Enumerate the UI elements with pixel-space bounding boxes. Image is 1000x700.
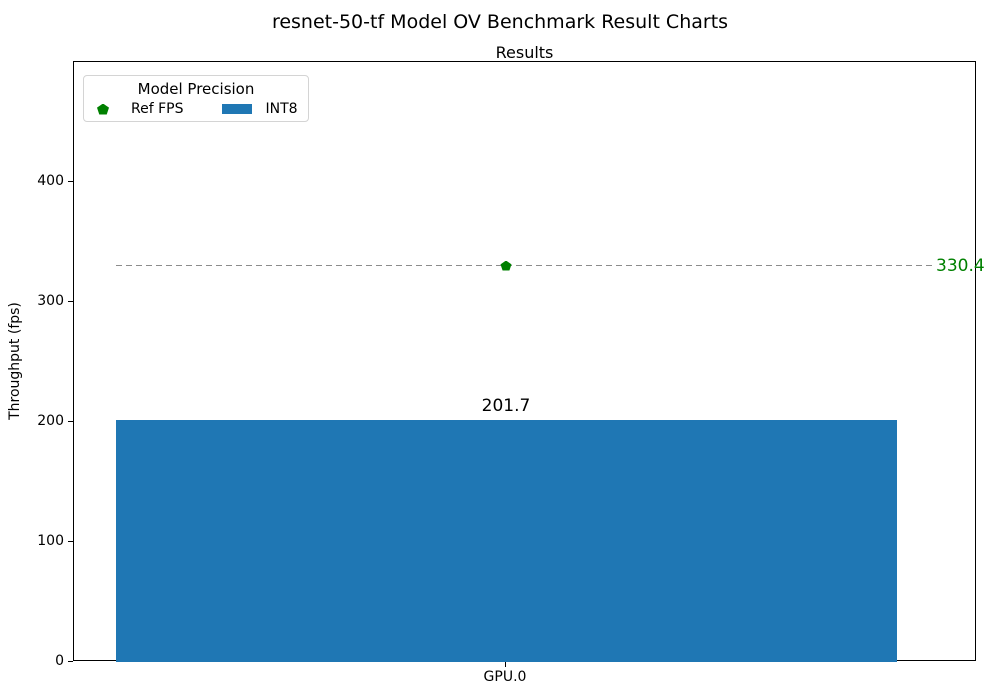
legend-row: Ref FPS INT8 xyxy=(84,101,308,117)
y-tick-label: 0 xyxy=(55,653,64,669)
y-axis-label: Throughput (fps) xyxy=(7,302,23,420)
axes-title: Results xyxy=(495,43,554,62)
y-tick-mark xyxy=(68,301,73,302)
legend-int8-swatch xyxy=(222,104,253,114)
y-tick-mark xyxy=(68,541,73,542)
plot-area: 201.7 330.4 Model Precision Ref FPS INT8 xyxy=(73,61,985,662)
x-tick-label-gpu0: GPU.0 xyxy=(483,669,527,685)
legend-entry-int8: INT8 xyxy=(183,101,298,117)
legend-ref-fps-marker-icon xyxy=(97,103,109,115)
ref-fps-dashed-line xyxy=(116,264,934,267)
y-tick-label: 100 xyxy=(37,533,64,549)
legend: Model Precision Ref FPS INT8 xyxy=(83,75,309,122)
y-tick-label: 200 xyxy=(37,413,64,429)
ref-fps-marker-icon xyxy=(500,260,512,271)
y-tick-mark xyxy=(68,421,73,422)
ref-fps-value-label: 330.4 xyxy=(936,255,985,276)
legend-ref-fps-label: Ref FPS xyxy=(131,101,184,117)
figure-title: resnet-50-tf Model OV Benchmark Result C… xyxy=(271,11,729,33)
int8-bar xyxy=(116,419,897,662)
legend-title: Model Precision xyxy=(137,80,255,98)
y-tick-label: 400 xyxy=(37,173,64,189)
y-tick-mark xyxy=(68,661,73,662)
x-tick-mark xyxy=(505,662,506,667)
bar-value-label: 201.7 xyxy=(481,395,531,416)
legend-int8-label: INT8 xyxy=(265,101,298,117)
legend-entry-ref-fps: Ref FPS xyxy=(97,101,183,117)
y-tick-label: 300 xyxy=(37,293,64,309)
y-tick-mark xyxy=(68,181,73,182)
